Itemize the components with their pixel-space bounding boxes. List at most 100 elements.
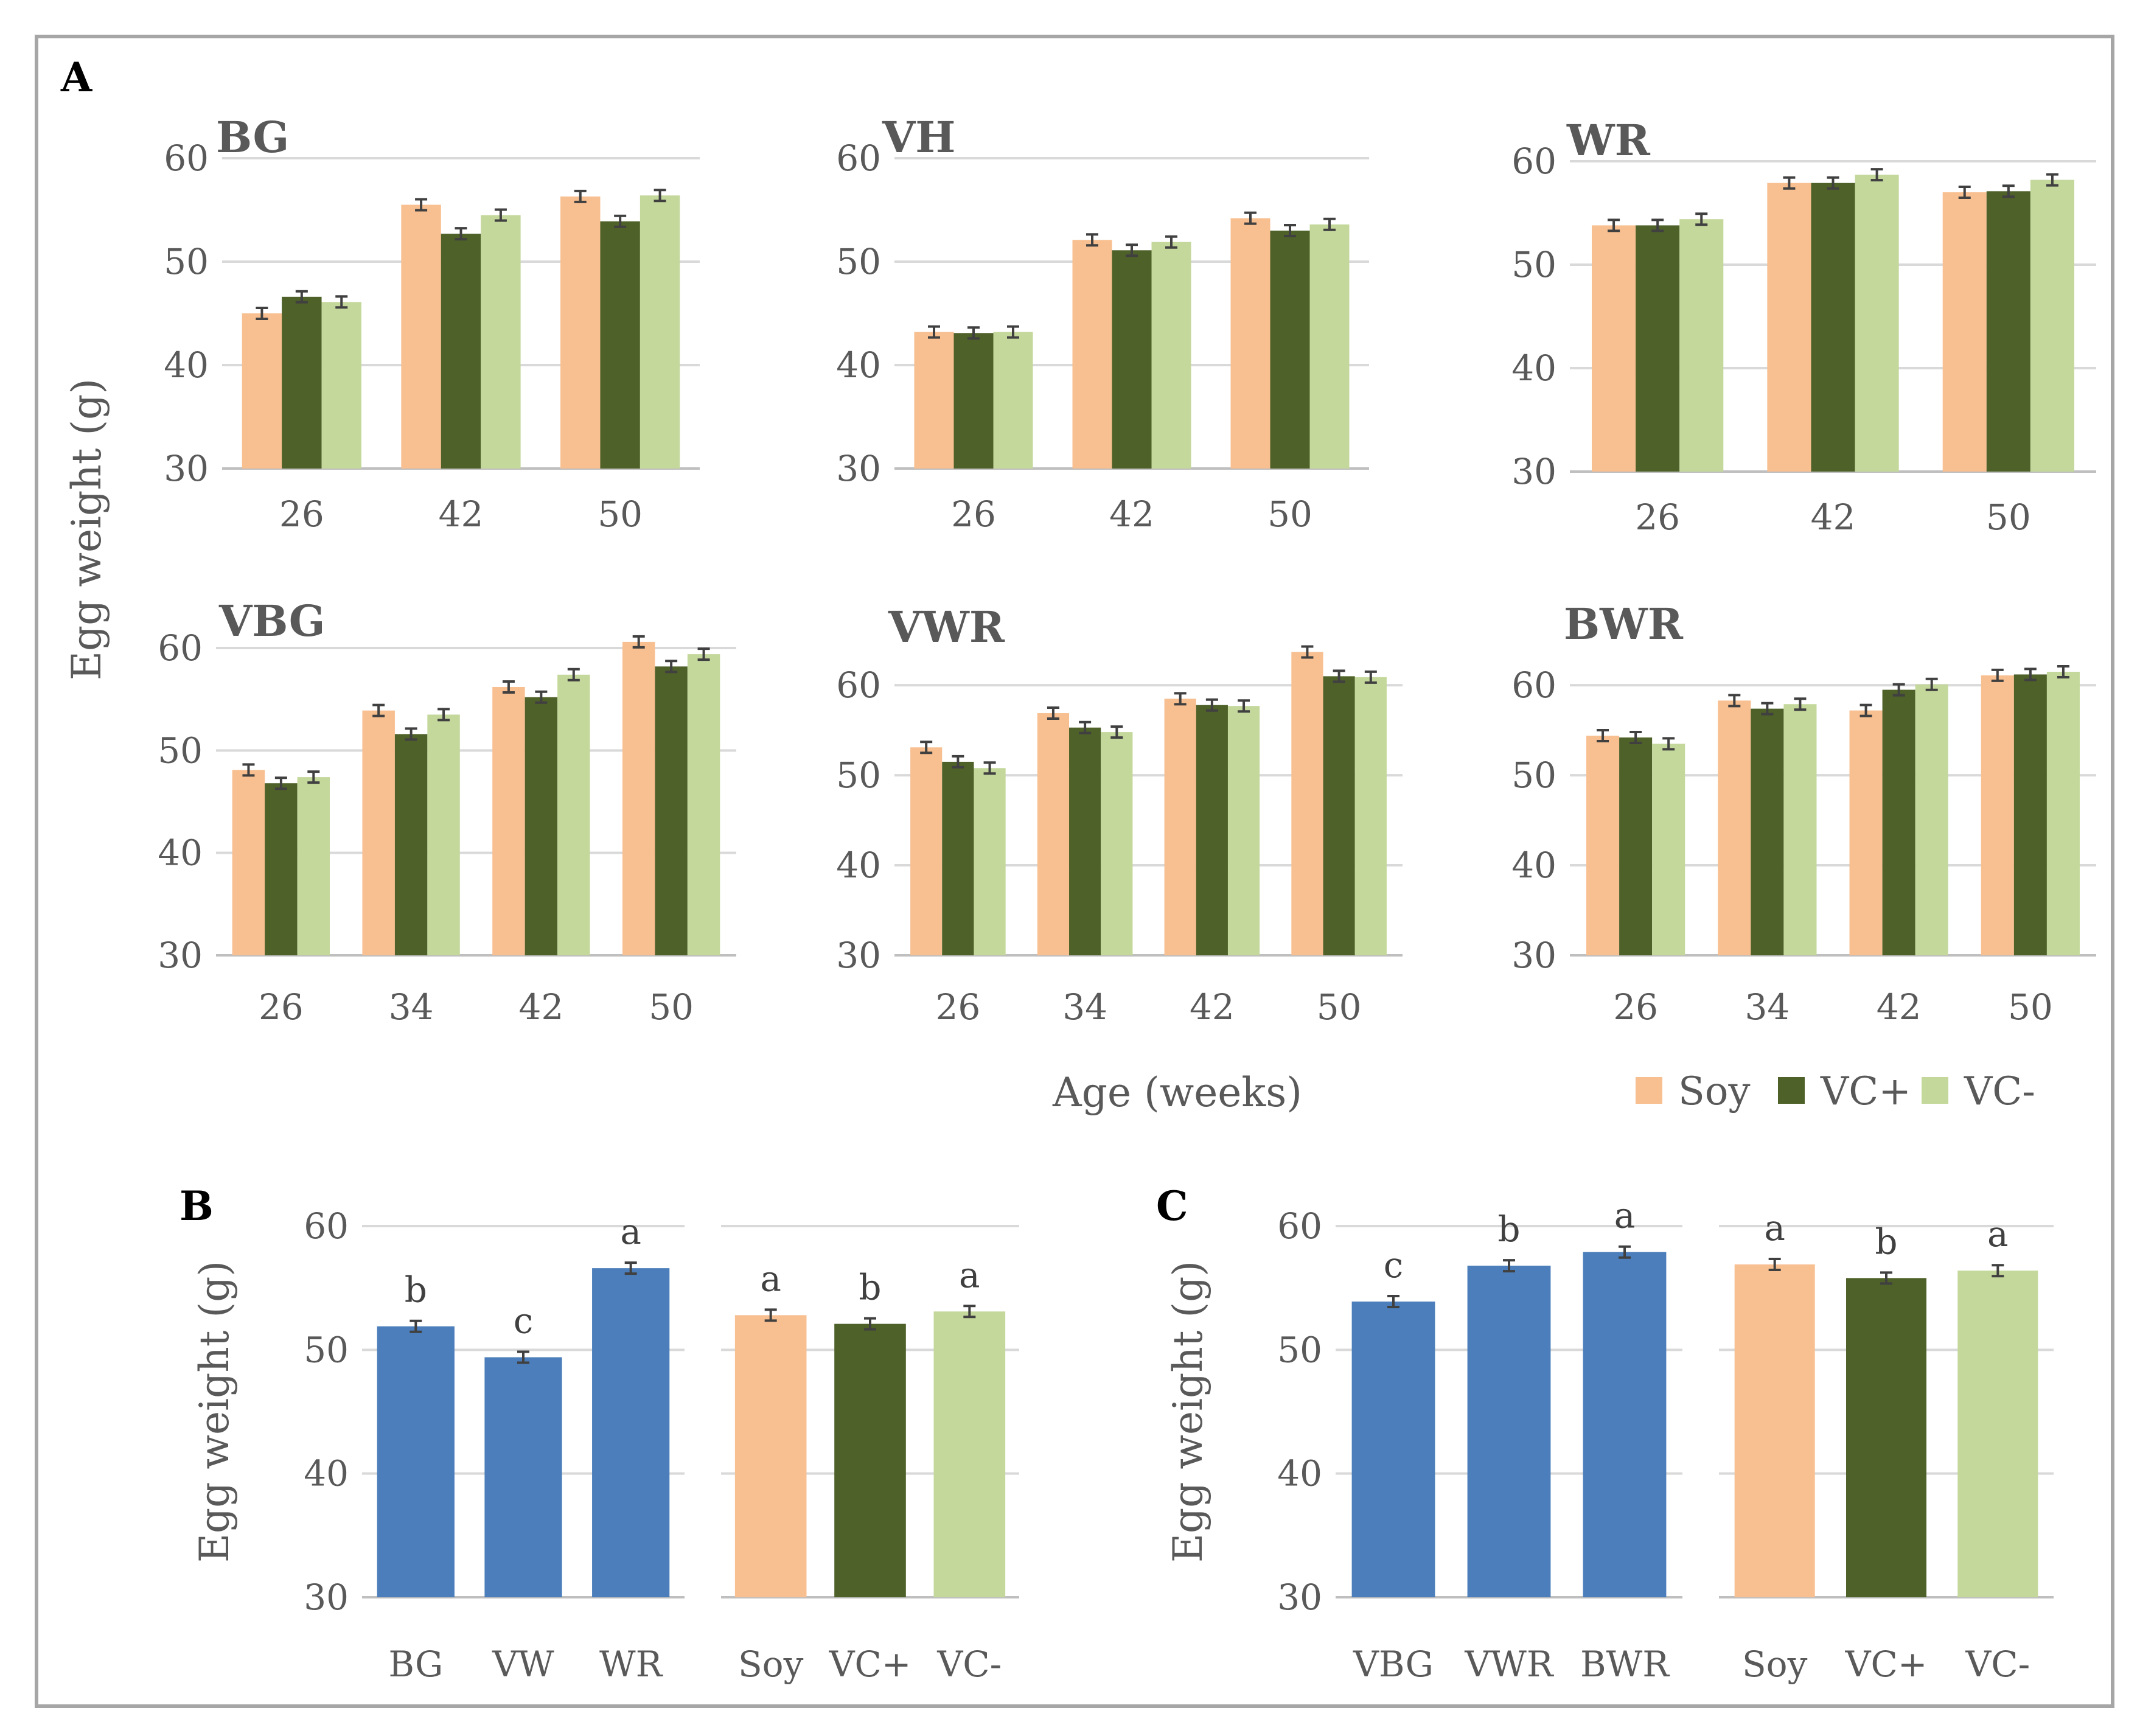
chart-bg-title: BG: [216, 112, 289, 162]
chart-bwr-y-tick-label: 60: [1511, 664, 1556, 706]
chart-vh-y-tick-label: 60: [836, 138, 881, 179]
chart-vbg-bar-vcminus: [427, 714, 460, 955]
chart-b-significance-letter: a: [959, 1254, 980, 1295]
chart-wr-bar-vcplus: [1986, 191, 2030, 472]
chart-c-x-tick-label: VC-: [1965, 1644, 2030, 1685]
chart-b-significance-letter: b: [405, 1269, 427, 1311]
chart-b-significance-letter: a: [760, 1258, 781, 1299]
chart-vwr-y-tick-label: 30: [836, 935, 881, 976]
chart-bwr-bar-soy: [1718, 700, 1751, 955]
chart-wr-x-tick-label: 26: [1635, 497, 1680, 538]
chart-b-bar-vcplus: [834, 1323, 906, 1597]
chart-c-bar-soy: [1734, 1264, 1815, 1597]
chart-vbg-x-tick-label: 34: [389, 986, 434, 1028]
chart-vh-bar-vcplus: [953, 333, 994, 469]
chart-bwr-bar-vcplus: [1619, 737, 1653, 955]
chart-wr-bar-soy: [1592, 225, 1636, 472]
chart-vh-y-tick-label: 50: [836, 241, 881, 282]
chart-b-group-1-y-tick-label: 50: [304, 1329, 349, 1370]
chart-c-bar-bwr: [1583, 1252, 1667, 1597]
chart-bwr-y-tick-label: 50: [1511, 755, 1556, 796]
chart-bg-y-tick-label: 60: [164, 138, 209, 179]
chart-vwr-y-tick-label: 60: [836, 664, 881, 706]
chart-vwr-bar-vcminus: [1101, 732, 1133, 955]
chart-vh-bar-soy: [914, 332, 954, 469]
panel-b-chart: Egg weight (g) 30 40 50 60 b BG c VW a WR a Soy b VC+ a…: [191, 1205, 1019, 1685]
chart-c-group-1-y-tick-label: 50: [1277, 1329, 1322, 1370]
chart-bg-x-tick-label: 42: [439, 493, 484, 535]
chart-wr-bar-vcminus: [1855, 175, 1899, 472]
chart-wr-title: WR: [1566, 115, 1651, 166]
chart-vwr-bar-soy: [1291, 652, 1323, 955]
chart-vh: 30 40 50 60 VH 26 42 50: [836, 112, 1369, 535]
chart-bg-y-tick-label: 30: [164, 448, 209, 489]
chart-bg-bar-vcminus: [321, 302, 361, 469]
chart-bwr-x-tick-label: 26: [1613, 986, 1658, 1028]
legend-swatch-vc-plus: [1778, 1077, 1805, 1104]
chart-vbg-x-tick-label: 26: [259, 986, 304, 1028]
chart-vwr-y-tick-label: 50: [836, 755, 881, 796]
chart-vh-bar-vcminus: [1151, 242, 1191, 469]
chart-b-x-tick-label: BG: [388, 1644, 443, 1685]
chart-c-x-tick-label: VBG: [1353, 1644, 1434, 1685]
chart-vwr-x-tick-label: 26: [935, 986, 980, 1028]
chart-vbg-y-tick-label: 40: [158, 832, 203, 874]
chart-wr: 30 40 50 60 WR 26 42 50: [1511, 115, 2096, 538]
chart-c-x-tick-label: VC+: [1845, 1644, 1928, 1685]
chart-wr-bar-vcplus: [1636, 225, 1680, 472]
chart-vbg-bar-soy: [232, 770, 265, 955]
chart-vbg: 30 40 50 60 VBG 26 34 42 50: [158, 596, 736, 1028]
chart-c-group-1-y-tick-label: 30: [1277, 1577, 1322, 1618]
chart-c-bar-vbg: [1351, 1302, 1435, 1597]
chart-c-group-1-y-tick-label: 60: [1277, 1205, 1322, 1247]
chart-b-group-1-y-tick-label: 40: [304, 1453, 349, 1494]
chart-bg: 30 40 50 60 BG 26 42 50: [164, 112, 700, 535]
chart-bwr-bar-soy: [1981, 675, 2014, 955]
chart-bg-y-tick-label: 50: [164, 241, 209, 282]
chart-bg-bar-vcplus: [600, 221, 640, 469]
chart-vh-x-tick-label: 42: [1109, 493, 1154, 535]
chart-b-bar-bg: [377, 1326, 455, 1597]
chart-bwr-bar-vcminus: [1652, 744, 1685, 955]
chart-wr-y-tick-label: 40: [1511, 347, 1556, 389]
chart-b-significance-letter: c: [514, 1300, 533, 1342]
chart-c-y-axis-label: Egg weight (g): [1165, 1261, 1211, 1563]
chart-vh-y-tick-label: 40: [836, 344, 881, 386]
chart-bg-y-tick-label: 40: [164, 344, 209, 386]
chart-c-group-1-y-tick-label: 40: [1277, 1453, 1322, 1494]
chart-bg-x-tick-label: 50: [598, 493, 643, 535]
chart-bwr-bar-vcminus: [1915, 684, 1948, 955]
legend-swatch-soy: [1636, 1077, 1662, 1104]
chart-c-bar-vcminus: [1957, 1271, 2038, 1597]
chart-c-significance-letter: c: [1384, 1244, 1403, 1286]
chart-c-significance-letter: a: [1614, 1195, 1636, 1236]
chart-vh-x-tick-label: 26: [951, 493, 996, 535]
chart-vwr-bar-soy: [910, 747, 943, 955]
chart-vh-y-tick-label: 30: [836, 448, 881, 489]
chart-vh-x-tick-label: 50: [1267, 493, 1312, 535]
chart-wr-bar-vcminus: [1679, 219, 1724, 472]
legend-swatch-vc-minus: [1922, 1077, 1948, 1104]
chart-c-significance-letter: b: [1875, 1221, 1897, 1262]
chart-b-significance-letter: b: [859, 1267, 881, 1308]
chart-vbg-bar-soy: [492, 686, 525, 955]
panel-c-chart: Egg weight (g) 30 40 50 60 c VBG b VWR a BWR a Soy b V…: [1165, 1195, 2054, 1685]
chart-bwr-bar-vcminus: [2046, 671, 2080, 955]
chart-c-x-tick-label: VWR: [1464, 1644, 1555, 1685]
chart-wr-y-tick-label: 30: [1511, 451, 1556, 492]
chart-vwr-y-tick-label: 40: [836, 845, 881, 886]
chart-vbg-bar-vcplus: [655, 666, 688, 955]
chart-wr-y-tick-label: 50: [1511, 244, 1556, 285]
chart-wr-bar-vcminus: [2030, 180, 2074, 472]
chart-vh-bar-soy: [1230, 218, 1270, 469]
chart-bwr-bar-vcplus: [1882, 689, 1915, 955]
chart-vbg-y-tick-label: 30: [158, 935, 203, 976]
chart-bwr-y-tick-label: 30: [1511, 935, 1556, 976]
chart-bg-bar-soy: [560, 196, 601, 469]
panel-a-y-axis-label: Egg weight (g): [63, 378, 110, 680]
chart-b-bar-vw: [484, 1357, 562, 1597]
chart-bwr-x-tick-label: 50: [2008, 986, 2053, 1028]
chart-vbg-bar-soy: [622, 641, 655, 955]
